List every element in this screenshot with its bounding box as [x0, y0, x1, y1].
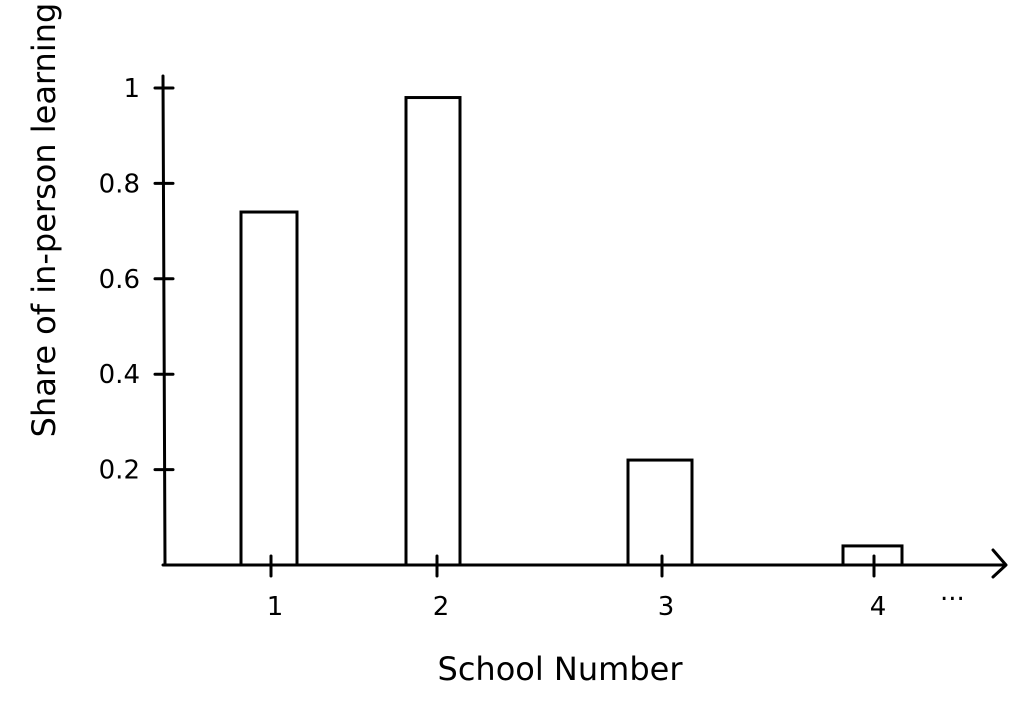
x-tick-label: 4 [870, 592, 887, 622]
bar-school-1 [239, 210, 299, 567]
x-tick-label: 3 [658, 592, 675, 622]
y-tick-label: 0.2 [99, 456, 140, 486]
x-axis-arrowhead [991, 548, 1008, 579]
x-axis-title: School Number [438, 650, 684, 688]
bar-school-3 [626, 458, 694, 567]
y-tick-label: 0.6 [99, 265, 140, 295]
y-ticks: 0.2 0.4 0.6 0.8 1 [99, 74, 175, 486]
x-ticks: 1 2 3 4 [267, 554, 887, 622]
bars [239, 96, 904, 567]
y-tick-label: 0.8 [99, 169, 140, 199]
y-tick-label: 0.4 [99, 360, 140, 390]
bar-school-2 [404, 96, 462, 567]
y-axis [161, 74, 167, 567]
x-tick-label: 1 [267, 592, 284, 622]
x-axis-continuation: ... [940, 577, 965, 607]
y-axis-title: Share of in-person learning [25, 3, 63, 438]
y-tick-label: 1 [123, 74, 140, 104]
x-tick-label: 2 [433, 592, 450, 622]
